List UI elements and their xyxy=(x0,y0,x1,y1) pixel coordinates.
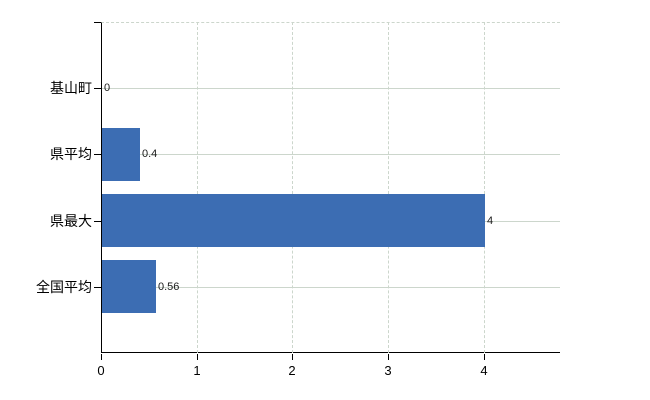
category-label: 基山町 xyxy=(50,80,92,96)
x-axis-tick xyxy=(484,354,485,360)
x-axis-tick-label: 3 xyxy=(384,363,392,378)
x-axis-tick xyxy=(101,354,102,360)
vertical-gridline xyxy=(388,22,389,353)
vertical-gridline xyxy=(484,22,485,353)
bar xyxy=(102,260,156,313)
category-label: 県最大 xyxy=(50,213,92,229)
bar xyxy=(102,128,140,181)
bar-value-label: 0.56 xyxy=(158,281,180,293)
x-axis-tick xyxy=(388,354,389,360)
y-axis-tick xyxy=(94,88,101,89)
y-axis-end-tick xyxy=(94,22,101,23)
x-axis-tick xyxy=(292,354,293,360)
horizontal-gridline xyxy=(102,154,560,155)
category-label: 全国平均 xyxy=(36,279,92,295)
horizontal-gridline xyxy=(102,88,560,89)
x-axis-tick-label: 0 xyxy=(97,363,105,378)
y-axis-tick xyxy=(94,287,101,288)
bar-value-label: 0 xyxy=(104,82,111,94)
y-axis-tick xyxy=(94,154,101,155)
bar-value-label: 4 xyxy=(487,215,494,227)
bar xyxy=(102,194,485,247)
y-axis-tick xyxy=(94,221,101,222)
x-axis-tick xyxy=(197,354,198,360)
bar-value-label: 0.4 xyxy=(142,148,158,160)
plot-area xyxy=(101,22,560,353)
horizontal-gridline xyxy=(102,287,560,288)
category-label: 県平均 xyxy=(50,146,92,162)
vertical-gridline xyxy=(197,22,198,353)
vertical-gridline xyxy=(292,22,293,353)
x-axis-tick-label: 4 xyxy=(480,363,488,378)
x-axis-tick-label: 2 xyxy=(288,363,296,378)
x-axis-tick-label: 1 xyxy=(193,363,201,378)
